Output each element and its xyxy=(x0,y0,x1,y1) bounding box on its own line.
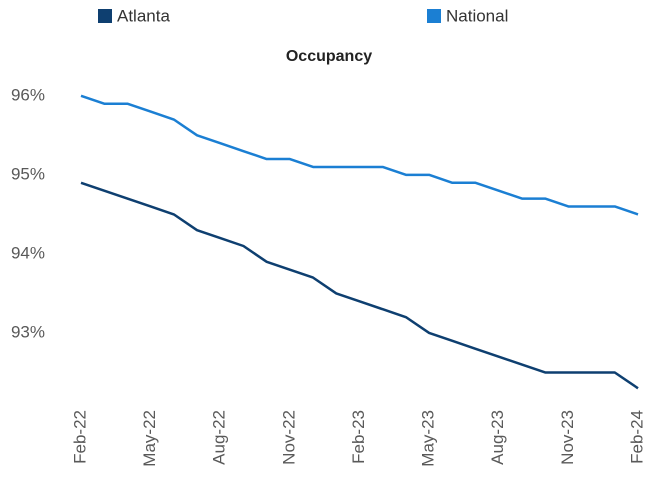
y-tick-label: 95% xyxy=(11,164,45,183)
legend-swatch xyxy=(98,9,112,23)
legend-label: National xyxy=(446,6,508,25)
legend-swatch xyxy=(427,9,441,23)
y-tick-label: 94% xyxy=(11,243,45,262)
x-tick-label: Feb-22 xyxy=(70,410,89,464)
x-tick-label: Nov-23 xyxy=(558,410,577,465)
line-series xyxy=(80,181,639,390)
chart-title: Occupancy xyxy=(286,48,372,65)
line-series xyxy=(80,94,639,216)
y-tick-label: 93% xyxy=(11,322,45,341)
x-tick-label: May-22 xyxy=(140,410,159,467)
x-tick-label: Nov-22 xyxy=(279,410,298,465)
x-tick-label: Aug-22 xyxy=(210,410,229,465)
x-tick-label: May-23 xyxy=(419,410,438,467)
x-tick-label: Feb-24 xyxy=(627,410,646,464)
legend-label: Atlanta xyxy=(117,6,170,25)
x-tick-label: Feb-23 xyxy=(349,410,368,464)
x-tick-label: Aug-23 xyxy=(488,410,507,465)
y-tick-label: 96% xyxy=(11,85,45,104)
